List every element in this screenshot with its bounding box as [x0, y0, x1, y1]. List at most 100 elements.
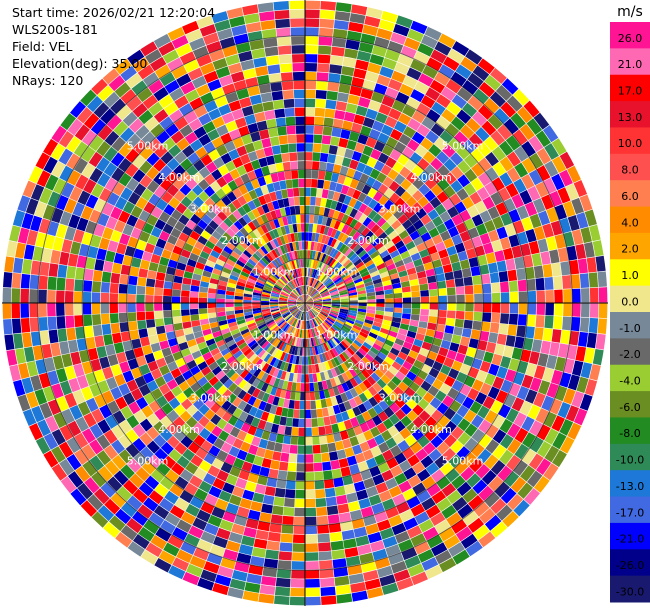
- gate-cell: [370, 540, 385, 552]
- gate-cell: [477, 58, 495, 75]
- gate-cell: [158, 550, 176, 565]
- gate-cell: [502, 247, 514, 260]
- gate-cell: [557, 402, 571, 419]
- gate-cell: [138, 328, 149, 339]
- gate-cell: [268, 322, 277, 329]
- gate-cell: [273, 99, 285, 110]
- gate-cell: [282, 274, 290, 283]
- gate-cell: [236, 430, 247, 441]
- gate-cell: [500, 212, 513, 226]
- gate-cell: [336, 253, 344, 262]
- gate-cell: [449, 253, 460, 264]
- gate-cell: [292, 187, 300, 197]
- gate-cell: [251, 547, 266, 558]
- gate-cell: [245, 362, 255, 372]
- gate-cell: [319, 9, 336, 20]
- gate-cell: [228, 532, 243, 544]
- gate-cell: [208, 235, 219, 245]
- gate-cell: [305, 62, 318, 72]
- gate-cell: [329, 451, 339, 461]
- gate-cell: [406, 97, 421, 110]
- gate-cell: [255, 334, 264, 342]
- gate-cell: [230, 328, 240, 336]
- gate-cell: [410, 571, 428, 586]
- gate-cell: [445, 279, 456, 288]
- gate-cell: [31, 405, 45, 423]
- gate-cell: [338, 289, 348, 294]
- gate-cell: [270, 459, 280, 470]
- gate-cell: [405, 196, 417, 208]
- gate-cell: [257, 176, 267, 187]
- gate-cell: [281, 254, 287, 264]
- gate-cell: [329, 349, 336, 358]
- gate-cell: [411, 392, 423, 404]
- gate-cell: [132, 423, 146, 438]
- gate-cell: [4, 256, 15, 273]
- gate-cell: [436, 223, 448, 234]
- gate-cell: [291, 561, 305, 570]
- gate-cell: [263, 449, 274, 460]
- gate-cell: [317, 524, 330, 534]
- gate-cell: [528, 351, 540, 365]
- gate-cell: [220, 250, 231, 259]
- gate-cell: [118, 210, 131, 224]
- gate-cell: [146, 214, 159, 227]
- gate-cell: [137, 276, 147, 287]
- gate-cell: [357, 224, 367, 234]
- gate-cell: [307, 286, 312, 295]
- gate-cell: [298, 418, 305, 428]
- gate-cell: [378, 399, 389, 411]
- gate-cell: [305, 587, 321, 597]
- gate-cell: [184, 131, 198, 145]
- gate-cell: [39, 402, 53, 419]
- gate-cell: [313, 214, 319, 224]
- gate-cell: [257, 276, 267, 283]
- gate-cell: [259, 129, 270, 140]
- gate-cell: [82, 460, 98, 477]
- colorbar-swatch: [610, 391, 650, 418]
- gate-cell: [182, 571, 200, 586]
- gate-cell: [173, 429, 186, 442]
- gate-cell: [396, 577, 414, 591]
- gate-cell: [260, 214, 269, 224]
- gate-cell: [318, 252, 324, 262]
- gate-cell: [402, 75, 418, 89]
- gate-cell: [349, 159, 359, 170]
- gate-cell: [20, 273, 31, 289]
- gate-cell: [341, 157, 352, 168]
- gate-cell: [15, 242, 26, 259]
- gate-cell: [210, 250, 220, 259]
- gate-cell: [349, 178, 359, 189]
- gate-cell: [446, 287, 456, 296]
- gate-cell: [296, 463, 305, 472]
- gate-cell: [221, 411, 233, 423]
- gate-cell: [305, 338, 308, 347]
- gate-cell: [73, 303, 83, 316]
- gate-cell: [542, 328, 553, 342]
- gate-cell: [429, 344, 441, 354]
- gate-cell: [275, 190, 283, 200]
- gate-cell: [156, 130, 171, 145]
- gate-cell: [301, 356, 305, 365]
- gate-cell: [325, 318, 334, 325]
- gate-cell: [146, 152, 160, 166]
- gate-cell: [313, 303, 323, 305]
- gate-cell: [271, 337, 279, 346]
- gate-cell: [302, 320, 305, 330]
- gate-cell: [72, 202, 85, 217]
- gate-cell: [76, 217, 89, 232]
- gate-cell: [434, 519, 451, 534]
- gate-cell: [353, 221, 363, 231]
- gate-cell: [232, 199, 242, 210]
- gate-cell: [589, 287, 599, 303]
- gate-cell: [313, 355, 318, 364]
- gate-cell: [351, 122, 363, 134]
- gate-cell: [198, 404, 210, 416]
- gate-cell: [291, 36, 305, 45]
- gate-cell: [191, 75, 207, 89]
- gate-cell: [228, 278, 238, 285]
- gate-cell: [329, 377, 337, 388]
- gate-cell: [142, 251, 153, 262]
- gate-cell: [293, 80, 305, 90]
- gate-cell: [307, 268, 311, 277]
